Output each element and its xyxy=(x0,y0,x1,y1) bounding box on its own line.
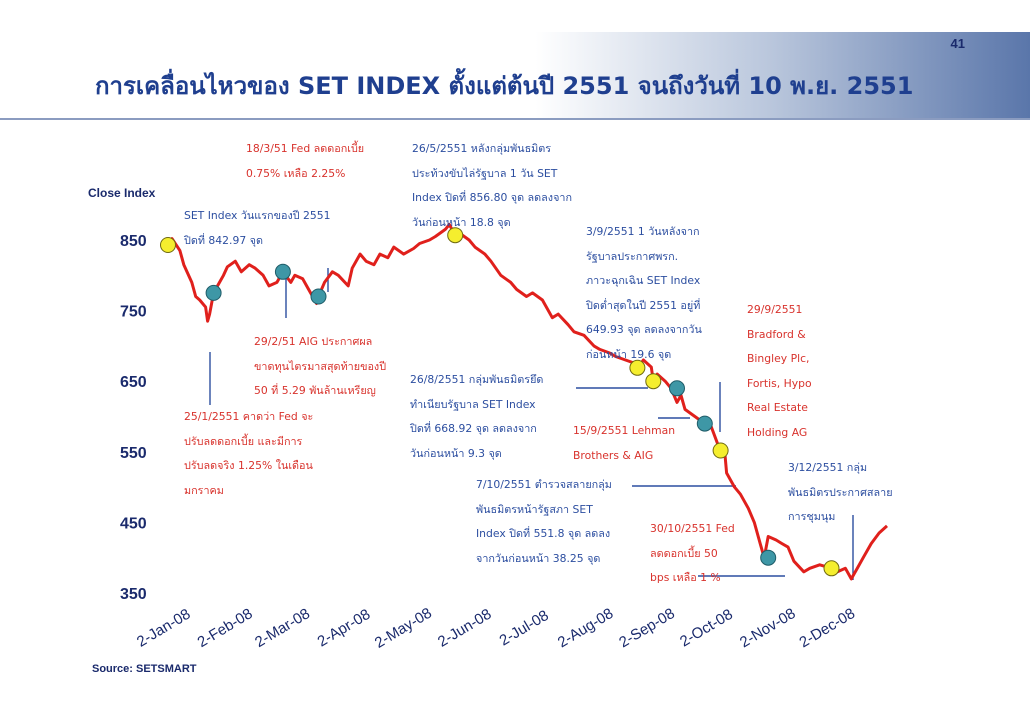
annotation-line: รัฐบาลประกาศพรก. xyxy=(586,249,679,263)
x-tick-label: 2-Sep-08 xyxy=(616,605,678,651)
y-axis-label: Close Index xyxy=(88,186,156,200)
annotation-line: 30/10/2551 Fed xyxy=(650,522,735,535)
event-marker-teal xyxy=(310,288,327,305)
x-tick-label: 2-Mar-08 xyxy=(252,605,313,651)
annotation-emergency-sep: 3/9/2551 1 วันหลังจาก รัฐบาลประกาศพรก. ภ… xyxy=(586,220,702,367)
annotation-line: ปิดที่ 668.92 จุด ลดลงจาก xyxy=(410,422,537,435)
annotation-line: ปิดที่ 842.97 จุด xyxy=(184,233,263,247)
annotation-set-first-day: SET Index วันแรกของปี 2551 ปิดที่ 842.97… xyxy=(184,204,331,253)
event-marker-teal xyxy=(696,415,713,432)
event-marker-teal xyxy=(274,263,291,280)
annotation-connectors xyxy=(209,268,854,580)
x-tick-label: 2-Aug-08 xyxy=(555,605,617,651)
x-tick-label: 2-Nov-08 xyxy=(737,605,799,651)
annotation-fed-mar: 18/3/51 Fed ลดดอกเบี้ย 0.75% เหลือ 2.25% xyxy=(246,137,364,186)
annotation-line: ปรับลดจริง 1.25% ในเดือน xyxy=(184,459,313,472)
annotation-pad-aug: 26/8/2551 กลุ่มพันธมิตรยึด ทำเนียบรัฐบาล… xyxy=(410,368,543,466)
event-marker-yellow xyxy=(823,560,840,577)
x-tick-label: 2-Jul-08 xyxy=(497,607,552,649)
annotation-line: 649.93 จุด ลดลงจากวัน xyxy=(586,323,702,336)
x-tick-label: 2-Dec-08 xyxy=(796,605,858,651)
annotation-bradford: 29/9/2551 Bradford & Bingley Plc, Fortis… xyxy=(747,298,812,445)
annotation-line: bps เหลือ 1 % xyxy=(650,571,721,584)
x-tick-label: 2-Oct-08 xyxy=(677,606,736,651)
annotation-line: 7/10/2551 ตำรวจสลายกลุ่ม xyxy=(476,478,612,491)
annotation-line: 29/9/2551 xyxy=(747,303,803,316)
event-marker-yellow xyxy=(447,227,464,244)
annotation-line: ปิดต่ำสุดในปี 2551 อยู่ที่ xyxy=(586,298,701,312)
y-tick-label: 850 xyxy=(120,233,147,250)
y-tick-label: 450 xyxy=(120,515,147,532)
series-line-set-index xyxy=(166,223,889,581)
annotation-line: Index ปิดที่ 856.80 จุด ลดลงจาก xyxy=(412,191,572,204)
annotation-line: การชุมนุม xyxy=(788,510,836,523)
slide-title: การเคลื่อนไหวของ SET INDEX ตั้งแต่ต้นปี … xyxy=(95,72,914,100)
annotation-line: Bingley Plc, xyxy=(747,352,810,365)
annotation-line: Real Estate xyxy=(747,401,808,414)
header-band xyxy=(0,32,1030,120)
source-note: Source: SETSMART xyxy=(92,663,197,675)
event-markers xyxy=(160,227,840,577)
annotation-lehman: 15/9/2551 Lehman Brothers & AIG xyxy=(573,419,675,468)
annotation-line: 25/1/2551 คาดว่า Fed จะ xyxy=(184,410,314,423)
header-divider xyxy=(0,118,1030,120)
annotation-aig-feb: 29/2/51 AIG ประกาศผล ขาดทุนไตรมาสสุดท้าย… xyxy=(254,330,386,404)
x-tick-label: 2-Jun-08 xyxy=(435,606,495,651)
slide-number: 41 xyxy=(950,36,965,51)
x-tick-label: 2-Jan-08 xyxy=(134,606,194,651)
x-axis-ticks: 2-Jan-08 2-Feb-082-Mar-08 2-Apr-082-May-08… xyxy=(134,605,858,652)
annotation-line: 29/2/51 AIG ประกาศผล xyxy=(254,335,373,348)
annotation-line: ปรับลดดอกเบี้ย และมีการ xyxy=(184,434,303,448)
y-tick-label: 650 xyxy=(120,374,147,391)
annotation-line: 3/9/2551 1 วันหลังจาก xyxy=(586,225,700,238)
annotation-line: 18/3/51 Fed ลดดอกเบี้ย xyxy=(246,142,365,155)
annotation-line: พันธมิตรหน้ารัฐสภา SET xyxy=(476,502,593,516)
annotation-line: 50 ที่ 5.29 พันล้านเหรียญ xyxy=(254,384,376,397)
annotation-line: ประท้วงขับไล่รัฐบาล 1 วัน SET xyxy=(412,166,558,180)
annotation-line: พันธมิตรประกาศสลาย xyxy=(788,485,893,499)
annotation-line: ขาดทุนไตรมาสสุดท้ายของปี xyxy=(254,359,387,373)
annotation-dec12: 3/12/2551 กลุ่ม พันธมิตรประกาศสลาย การชุ… xyxy=(788,456,893,530)
annotation-line: Bradford & xyxy=(747,327,806,341)
annotation-line: 26/5/2551 หลังกลุ่มพันธมิตร xyxy=(412,142,552,155)
annotation-line: Fortis, Hypo xyxy=(747,376,812,390)
annotation-line: 3/12/2551 กลุ่ม xyxy=(788,461,868,474)
event-marker-teal xyxy=(760,549,777,566)
annotation-fed-oct: 30/10/2551 Fed ลดดอกเบี้ย 50 bps เหลือ 1… xyxy=(650,517,735,591)
annotation-line: ภาวะฉุกเฉิน SET Index xyxy=(586,274,701,287)
annotation-line: Index ปิดที่ 551.8 จุด ลดลง xyxy=(476,527,611,540)
x-tick-label: 2-Feb-08 xyxy=(195,605,256,651)
annotation-line: SET Index วันแรกของปี 2551 xyxy=(184,209,331,222)
annotation-line: Brothers & AIG xyxy=(573,448,654,462)
y-tick-label: 350 xyxy=(120,586,147,603)
y-axis-ticks: 350 450 550 650 750 850 xyxy=(120,233,147,603)
annotation-line: จากวันก่อนหน้า 38.25 จุด xyxy=(476,551,601,565)
event-marker-teal xyxy=(669,380,685,397)
event-marker-yellow xyxy=(712,442,729,459)
annotation-line: Holding AG xyxy=(747,425,808,439)
event-marker-teal xyxy=(205,284,222,301)
annotation-line: วันก่อนหน้า 18.8 จุด xyxy=(412,215,511,229)
annotation-line: วันก่อนหน้า 9.3 จุด xyxy=(410,446,502,460)
annotation-fed-jan: 25/1/2551 คาดว่า Fed จะ ปรับลดดอกเบี้ย แ… xyxy=(184,405,313,503)
x-tick-label: 2-May-08 xyxy=(372,605,435,652)
annotation-line: ก่อนหน้า 19.6 จุด xyxy=(586,347,672,361)
annotation-line: ทำเนียบรัฐบาล SET Index xyxy=(410,397,536,411)
annotation-line: 15/9/2551 Lehman xyxy=(573,424,676,437)
annotation-police-oct: 7/10/2551 ตำรวจสลายกลุ่ม พันธมิตรหน้ารัฐ… xyxy=(476,473,612,571)
event-marker-yellow xyxy=(629,359,646,376)
y-tick-label: 550 xyxy=(120,445,147,462)
event-marker-yellow xyxy=(645,373,662,390)
annotation-line: 26/8/2551 กลุ่มพันธมิตรยึด xyxy=(410,373,544,386)
annotation-line: 0.75% เหลือ 2.25% xyxy=(246,166,346,180)
event-marker-yellow xyxy=(160,237,176,253)
y-tick-label: 750 xyxy=(120,304,147,321)
annotation-line: ลดดอกเบี้ย 50 xyxy=(650,546,718,560)
annotation-line: มกราคม xyxy=(184,483,224,497)
annotation-pad-may: 26/5/2551 หลังกลุ่มพันธมิตร ประท้วงขับไล… xyxy=(412,137,572,235)
x-tick-label: 2-Apr-08 xyxy=(315,606,374,651)
